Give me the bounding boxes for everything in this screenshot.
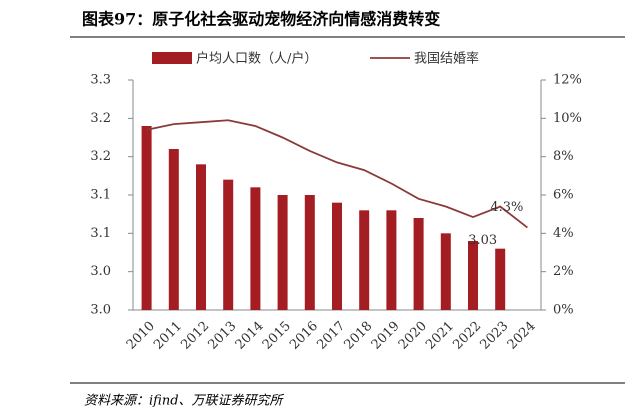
y-tick-label: 3.0 — [90, 264, 111, 279]
y2-tick-label: 10% — [553, 111, 582, 126]
y-tick-label: 3.2 — [90, 111, 111, 126]
y-tick-label: 3.1 — [90, 188, 111, 203]
bar — [359, 210, 370, 310]
bar — [223, 179, 234, 310]
y2-tick-label: 2% — [553, 264, 574, 279]
bar — [413, 218, 424, 310]
bar — [468, 241, 478, 310]
y2-tick-label: 8% — [553, 149, 574, 164]
legend-label: 我国结婚率 — [414, 51, 479, 67]
x-tick-label: 2010 — [124, 319, 158, 353]
x-tick-label: 2015 — [260, 319, 294, 353]
x-tick-label: 2023 — [477, 319, 511, 353]
bar — [386, 210, 397, 310]
x-tick-label: 2014 — [233, 319, 267, 353]
x-tick-label: 2024 — [505, 319, 539, 353]
x-tick-label: 2017 — [314, 319, 348, 353]
bar — [495, 248, 506, 310]
y-tick-label: 3.2 — [90, 149, 111, 164]
y2-tick-label: 4% — [553, 226, 574, 241]
bar — [250, 187, 261, 310]
x-tick-label: 2020 — [396, 319, 430, 353]
y2-tick-label: 6% — [553, 188, 574, 203]
x-tick-label: 2013 — [205, 319, 239, 353]
x-tick-label: 2019 — [369, 319, 403, 353]
bar — [277, 195, 288, 310]
bar — [304, 195, 315, 310]
y-tick-label: 3.0 — [90, 303, 111, 318]
y2-tick-label: 12% — [553, 73, 582, 88]
y-tick-label: 3.1 — [90, 226, 111, 241]
bar — [332, 202, 342, 310]
x-tick-label: 2016 — [287, 319, 321, 353]
x-tick-label: 2021 — [423, 319, 457, 353]
line — [146, 119, 528, 229]
chart-title: 图表97：原子化社会驱动宠物经济向情感消费转变 — [82, 10, 440, 29]
y-tick-label: 3.3 — [90, 73, 111, 88]
bar — [141, 126, 152, 310]
bar — [168, 149, 179, 310]
legend-label: 户均人口数（人/户） — [196, 51, 317, 67]
data-label: 4.3% — [490, 200, 523, 215]
y2-tick-label: 0% — [553, 303, 574, 318]
x-tick-label: 2011 — [151, 319, 185, 353]
legend-swatch — [152, 52, 192, 64]
x-tick-label: 2022 — [450, 319, 484, 353]
bar — [440, 233, 451, 310]
bar — [196, 164, 206, 310]
source: 资料来源：ifind、万联证券研究所 — [84, 393, 285, 409]
annotation: 3.03 — [468, 233, 497, 248]
x-tick-label: 2012 — [178, 319, 212, 353]
x-tick-label: 2018 — [341, 319, 375, 353]
